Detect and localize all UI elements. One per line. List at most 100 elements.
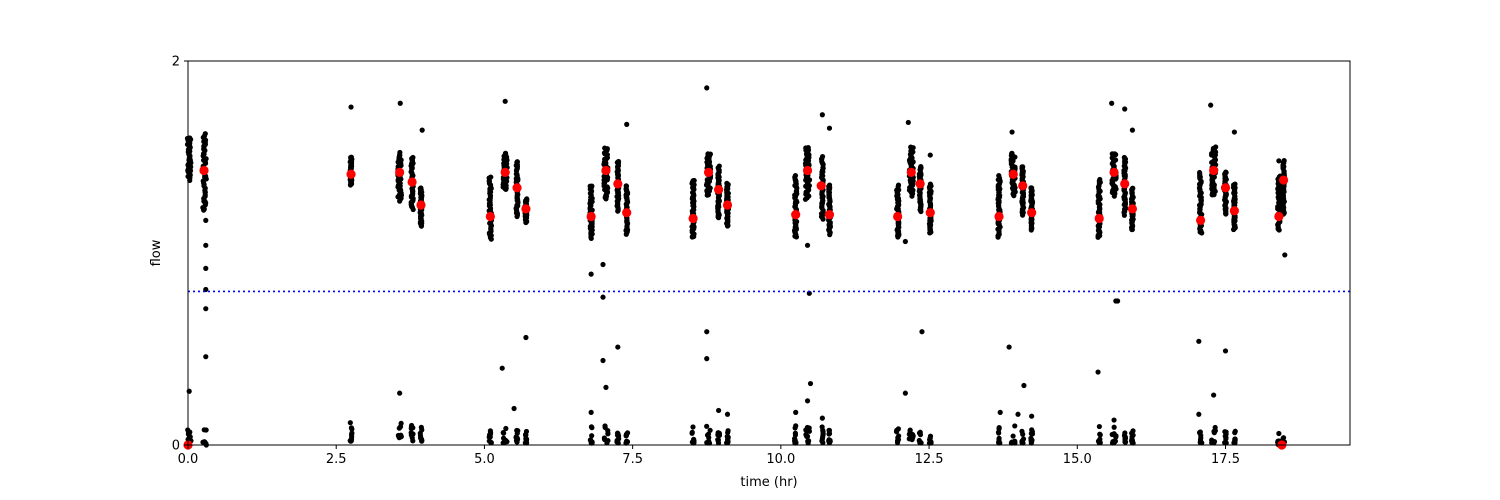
data-point [905, 119, 911, 126]
data-point [488, 439, 494, 446]
data-point [589, 433, 595, 439]
x-tick-label: 7.5 [622, 452, 643, 467]
data-point [623, 183, 629, 189]
data-point [589, 425, 595, 431]
mean-point [485, 211, 495, 222]
data-point [1122, 434, 1129, 440]
data-point [725, 439, 731, 446]
data-point [1211, 430, 1217, 436]
data-point [716, 407, 722, 414]
data-point [826, 182, 833, 188]
data-point [1006, 344, 1012, 350]
data-point [203, 242, 209, 248]
data-point [398, 432, 404, 438]
data-point [615, 344, 621, 350]
mean-point [893, 211, 903, 222]
data-point [1211, 392, 1217, 398]
data-point [707, 427, 713, 433]
data-point [895, 437, 902, 443]
data-point [397, 100, 403, 106]
data-point [1095, 369, 1101, 375]
data-point [1276, 158, 1282, 164]
mean-point [915, 179, 925, 189]
x-axis-label: time (hr) [740, 475, 797, 490]
data-point [1012, 423, 1018, 429]
data-point [614, 432, 621, 438]
data-point [1111, 424, 1117, 430]
data-point [623, 440, 629, 446]
data-point [918, 163, 924, 170]
data-point [1029, 413, 1035, 419]
data-point [1029, 185, 1035, 191]
mean-point [1196, 215, 1206, 225]
data-point [418, 185, 424, 191]
data-point [1232, 436, 1238, 442]
mean-point [407, 177, 417, 187]
data-point [1009, 150, 1015, 157]
data-point [600, 294, 606, 300]
data-point [203, 217, 209, 223]
data-point [792, 425, 798, 431]
mean-point [994, 211, 1004, 222]
data-point [487, 202, 493, 208]
mean-point [1094, 213, 1104, 224]
data-point [819, 415, 825, 421]
data-point [201, 427, 207, 433]
data-point [1196, 338, 1202, 344]
mean-point [622, 208, 632, 218]
data-point [704, 85, 710, 91]
data-point [725, 436, 731, 442]
data-point [793, 409, 799, 415]
data-point [514, 159, 520, 165]
data-point [623, 432, 629, 439]
data-point [716, 163, 722, 169]
data-point [896, 433, 902, 439]
data-point [1130, 432, 1136, 438]
data-point [806, 438, 812, 444]
data-point [1111, 431, 1117, 437]
data-point [503, 425, 509, 432]
data-point [715, 437, 721, 443]
mean-point [586, 211, 596, 222]
data-point [792, 432, 799, 438]
mean-point [613, 179, 623, 189]
mean-point [1120, 179, 1130, 189]
data-point [996, 425, 1002, 431]
data-point [419, 127, 425, 133]
data-point [1029, 427, 1035, 433]
data-point [724, 411, 731, 417]
data-point [917, 429, 923, 435]
data-point [186, 388, 192, 394]
data-point [826, 438, 832, 444]
data-point [347, 420, 353, 426]
x-tick-label: 2.5 [326, 452, 347, 467]
data-point [1196, 411, 1202, 417]
data-point [615, 158, 622, 165]
data-point [1232, 181, 1238, 187]
data-point [804, 398, 811, 404]
data-point [793, 439, 799, 446]
y-tick-label: 0 [172, 439, 180, 454]
data-point [487, 431, 494, 437]
data-point [691, 436, 697, 442]
mean-point [500, 167, 510, 177]
data-point [919, 329, 925, 335]
data-point [1112, 438, 1118, 444]
data-point [588, 271, 594, 277]
data-point [397, 390, 403, 396]
data-point [1021, 382, 1027, 389]
data-point [1208, 102, 1214, 108]
mean-point [346, 169, 356, 179]
data-point [1276, 430, 1282, 437]
data-point [1196, 169, 1203, 176]
data-point [410, 154, 416, 161]
mean-point [1018, 181, 1028, 191]
mean-point [1209, 165, 1219, 176]
data-point [690, 424, 696, 430]
data-point [514, 213, 520, 220]
data-point [1223, 431, 1229, 437]
data-point [523, 428, 530, 435]
data-point [523, 334, 529, 341]
mean-point [1127, 204, 1138, 214]
